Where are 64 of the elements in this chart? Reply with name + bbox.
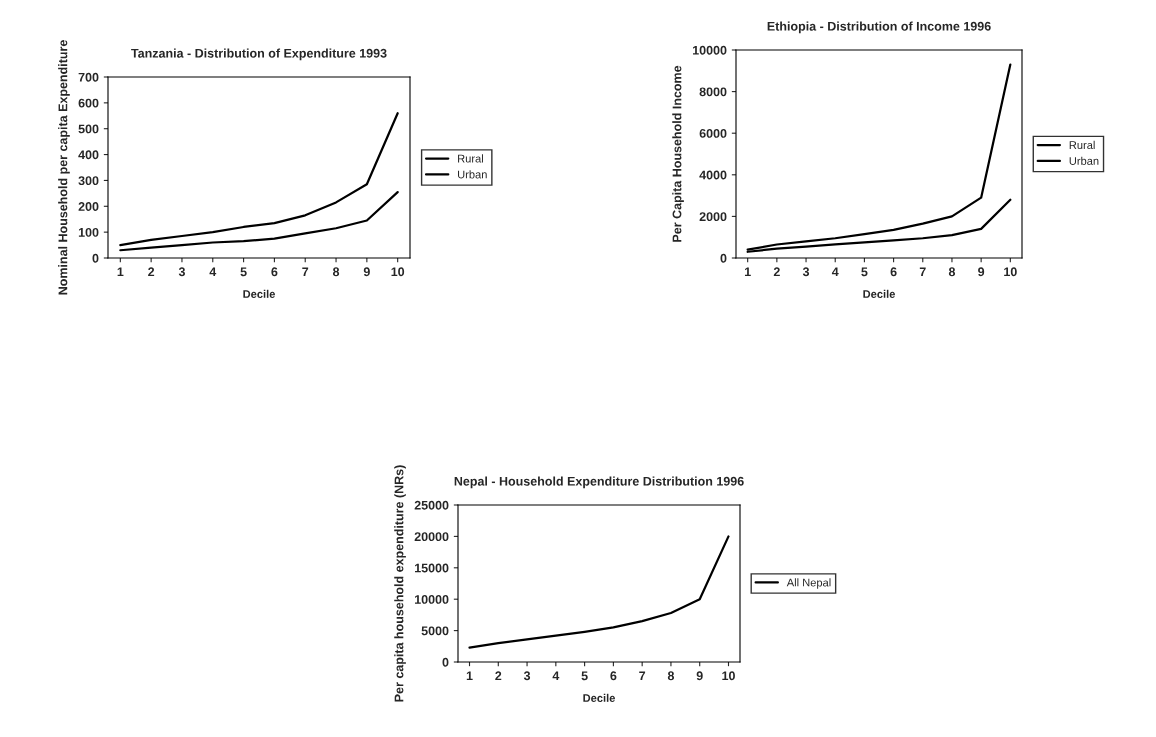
x-tick-label: 5 [861,267,868,277]
y-tick-label: 0 [442,657,449,667]
y-tick-label: 400 [78,150,99,160]
y-tick-label: 300 [78,176,99,186]
x-tick-label: 4 [552,671,560,681]
legend-label: Urban [1069,156,1099,165]
x-tick-label: 9 [978,267,985,277]
chart-title: Ethiopia - Distribution of Income 1996 [767,21,991,34]
x-tick-label: 7 [919,267,926,277]
x-tick-label: 1 [117,267,124,277]
x-tick-label: 2 [495,671,502,681]
y-tick-label: 5000 [421,626,449,636]
y-tick-label: 15000 [415,563,449,573]
y-tick-label: 0 [720,253,727,263]
y-tick-label: 200 [78,202,99,211]
x-tick-label: 1 [466,671,473,681]
x-tick-label: 6 [610,671,617,681]
x-tick-label: 10 [1004,267,1017,277]
y-tick-label: 500 [78,124,99,134]
y-tick-label: 25000 [414,500,449,510]
x-tick-label: 5 [240,267,247,277]
y-tick-label: 100 [78,227,99,237]
x-tick-label: 5 [581,671,588,681]
x-axis-title: Decile [243,289,275,298]
legend-label: Rural [458,154,483,163]
x-tick-label: 3 [178,267,185,277]
y-tick-label: 4000 [699,170,727,180]
x-tick-label: 6 [271,267,278,277]
chart-title: Nepal - Household Expenditure Distribution 1996 [454,476,744,489]
y-tick-label: 600 [78,98,99,108]
y-axis-title: Nominal Household per capita Expenditure [58,40,70,295]
y-tick-label: 10000 [415,595,449,604]
y-tick-label: 6000 [699,129,727,138]
x-tick-label: 7 [302,267,309,277]
x-tick-label: 7 [639,671,646,681]
x-tick-label: 4 [831,267,839,277]
y-axis-title: Per Capita Household Income [672,65,684,242]
x-tick-label: 10 [722,671,735,681]
x-tick-label: 8 [332,267,340,277]
x-tick-label: 9 [696,671,703,681]
chart-title: Tanzania - Distribution of Expenditure 1993 [131,48,387,61]
x-tick-label: 3 [802,267,810,277]
x-tick-label: 8 [667,671,675,681]
legend-label: Rural [1069,140,1095,150]
x-tick-label: 9 [363,267,370,277]
y-tick-label: 0 [92,253,99,263]
y-tick-label: 10000 [693,45,727,55]
y-tick-label: 8000 [699,87,727,97]
y-tick-label: 700 [78,72,99,82]
x-tick-label: 10 [391,267,405,277]
x-axis-title: Decile [583,693,615,702]
y-axis-title: Per capita household expenditure (NRs) [394,465,406,702]
x-tick-label: 4 [209,267,217,277]
legend-label: Urban [458,170,487,179]
x-axis-title: Decile [863,289,895,298]
x-tick-label: 3 [523,671,531,681]
x-tick-label: 2 [148,267,155,277]
x-tick-label: 6 [890,267,897,277]
x-tick-label: 8 [948,267,956,277]
y-tick-label: 20000 [414,532,449,542]
y-tick-label: 2000 [699,212,727,222]
x-tick-label: 1 [744,267,751,277]
x-tick-label: 2 [773,267,780,277]
legend-label: All Nepal [786,578,831,589]
